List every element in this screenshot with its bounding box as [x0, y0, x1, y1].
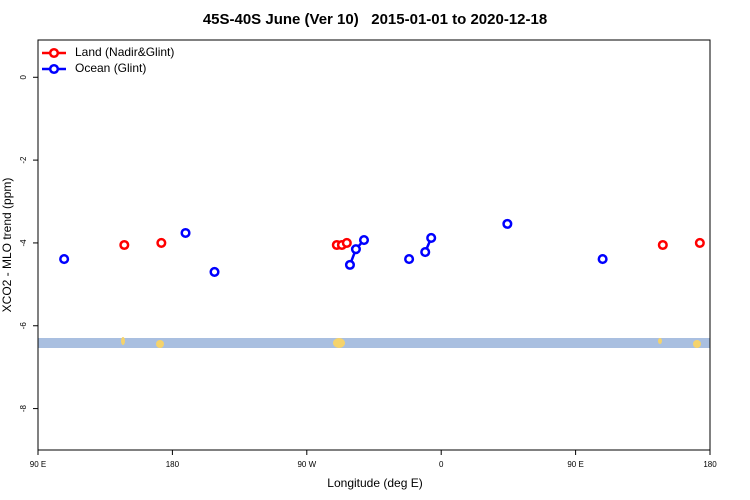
legend-marker	[48, 47, 60, 59]
point	[59, 254, 70, 265]
x-tick-label: 180	[703, 460, 717, 469]
point	[119, 239, 130, 251]
y-tick-label: 0	[19, 74, 28, 79]
point	[350, 244, 361, 255]
chart-title: 45S-40S June (Ver 10) 2015-01-01 to 2020…	[203, 11, 547, 28]
y-axis-label: XCO2 - MLO trend (ppm)	[0, 178, 14, 313]
x-tick-label: 90 W	[297, 460, 316, 469]
plot-frame	[37, 39, 711, 451]
point	[180, 227, 191, 239]
x-tick-label: 90 E	[567, 460, 583, 469]
point	[156, 237, 167, 248]
point	[344, 259, 356, 270]
point	[341, 237, 352, 248]
series-line	[350, 238, 603, 265]
legend-label: Ocean (Glint)	[75, 61, 146, 75]
point	[420, 246, 431, 258]
land-strip	[38, 337, 710, 348]
point	[597, 254, 608, 265]
point	[502, 218, 513, 229]
x-tick-label: 90 E	[30, 460, 46, 469]
x-tick-label: 180	[166, 460, 180, 469]
x-tick-label: 0	[439, 460, 444, 469]
point	[694, 237, 705, 248]
x-axis-label: Longitude (deg E)	[327, 476, 422, 490]
y-tick-label: -2	[19, 156, 28, 164]
point	[657, 239, 668, 251]
point	[358, 234, 370, 246]
y-tick-label: -4	[19, 239, 28, 247]
legend-label: Land (Nadir&Glint)	[75, 45, 174, 59]
series-line	[337, 243, 700, 245]
y-tick-label: -6	[19, 322, 28, 330]
point	[404, 254, 415, 265]
y-tick-label: -8	[19, 404, 28, 412]
point	[426, 232, 437, 244]
point	[209, 266, 220, 277]
legend-marker	[48, 63, 60, 75]
